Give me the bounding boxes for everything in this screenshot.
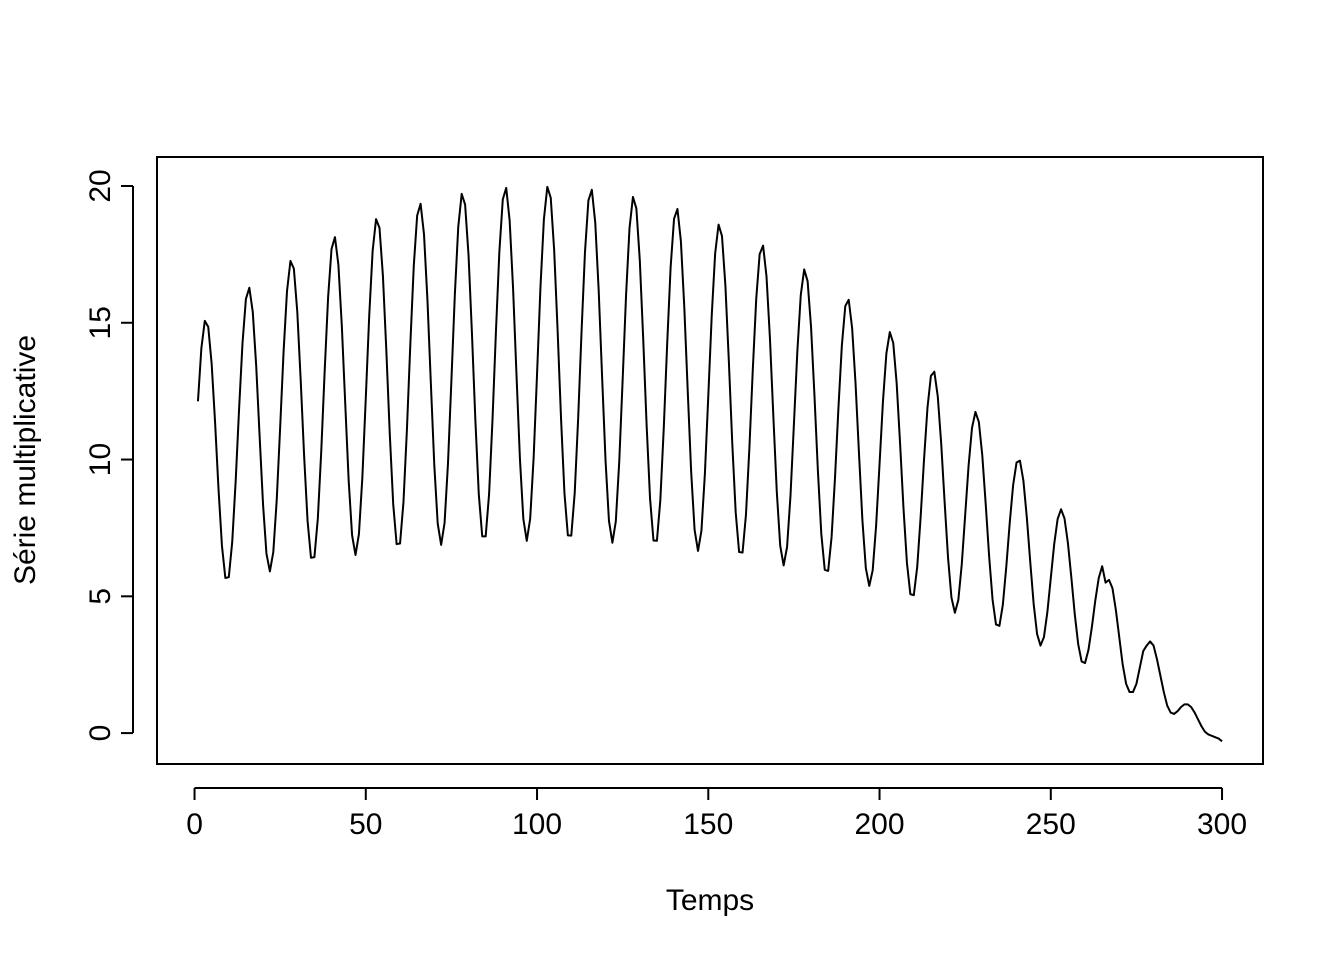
x-tick-label: 200 xyxy=(855,808,905,841)
x-tick-label: 50 xyxy=(349,808,382,841)
y-axis-title: Série multiplicative xyxy=(9,335,42,585)
y-tick-label: 5 xyxy=(84,588,117,605)
x-tick-label: 100 xyxy=(512,808,562,841)
y-tick-label: 20 xyxy=(84,169,117,202)
data-line xyxy=(196,185,1223,743)
x-tick-label: 150 xyxy=(683,808,733,841)
y-tick-label: 10 xyxy=(84,443,117,476)
x-tick-label: 300 xyxy=(1197,808,1247,841)
x-tick-label: 250 xyxy=(1026,808,1076,841)
x-tick-label: 0 xyxy=(186,808,203,841)
plot-box xyxy=(156,156,1264,765)
x-axis-title: Temps xyxy=(666,884,754,917)
y-tick-label: 0 xyxy=(84,725,117,742)
y-tick-label: 15 xyxy=(84,306,117,339)
